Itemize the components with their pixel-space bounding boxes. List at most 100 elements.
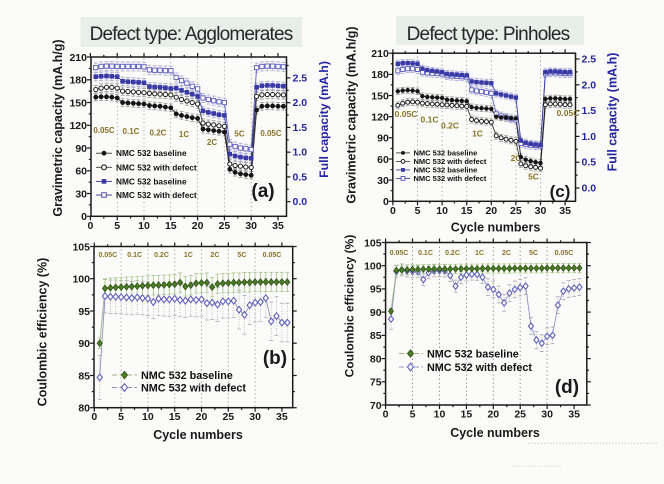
svg-text:5: 5 (114, 220, 120, 232)
svg-text:Gravimetric capacity (mA.h/g): Gravimetric capacity (mA.h/g) (345, 26, 359, 203)
svg-text:1.0: 1.0 (293, 147, 308, 159)
svg-text:15: 15 (461, 409, 473, 421)
svg-text:0: 0 (390, 205, 396, 217)
svg-text:NMC 532 with defect: NMC 532 with defect (116, 190, 197, 200)
svg-text:0.1C: 0.1C (421, 115, 439, 125)
svg-text:0.05C: 0.05C (93, 126, 115, 135)
svg-text:25: 25 (222, 411, 234, 423)
svg-text:20: 20 (487, 409, 499, 421)
svg-text:5C: 5C (237, 252, 246, 259)
svg-text:2.5: 2.5 (582, 54, 597, 66)
svg-text:NMC 532 baseline: NMC 532 baseline (427, 348, 519, 360)
svg-text:0.05C: 0.05C (557, 108, 580, 118)
svg-text:0.05C: 0.05C (395, 109, 418, 119)
svg-text:60: 60 (377, 154, 389, 166)
svg-text:120: 120 (69, 120, 87, 132)
svg-text:15: 15 (165, 220, 177, 232)
svg-text:35: 35 (559, 205, 571, 217)
svg-text:210: 210 (371, 48, 389, 60)
svg-text:30: 30 (245, 220, 257, 232)
svg-text:NMC 532 baseline: NMC 532 baseline (116, 176, 187, 186)
svg-text:0.05C: 0.05C (263, 252, 282, 259)
svg-text:2C: 2C (207, 138, 217, 147)
svg-text:0: 0 (87, 220, 93, 232)
svg-text:Gravimetric capacity (mA.h/g): Gravimetric capacity (mA.h/g) (51, 39, 65, 216)
svg-text:20: 20 (485, 205, 497, 217)
svg-text:1C: 1C (472, 129, 483, 139)
svg-text:30: 30 (541, 409, 553, 421)
svg-text:25: 25 (510, 205, 522, 217)
svg-text:NMC 532 baseline: NMC 532 baseline (116, 148, 187, 158)
svg-text:105: 105 (72, 241, 90, 253)
svg-text:1C: 1C (184, 252, 193, 259)
svg-text:150: 150 (69, 97, 87, 109)
svg-text:2.5: 2.5 (293, 72, 308, 84)
svg-text:0.2C: 0.2C (150, 129, 167, 138)
svg-text:................: ................ (512, 459, 562, 469)
svg-text:2.0: 2.0 (582, 79, 597, 91)
svg-text:0.05C: 0.05C (555, 250, 574, 257)
svg-text:35: 35 (276, 411, 288, 423)
svg-text:30: 30 (75, 188, 87, 200)
svg-text:NMC 532 with defect: NMC 532 with defect (141, 382, 246, 394)
svg-text:105: 105 (364, 237, 382, 249)
svg-text:(b): (b) (263, 348, 287, 369)
svg-text:NMC 532 with defect: NMC 532 with defect (427, 362, 532, 374)
svg-text:30: 30 (535, 205, 547, 217)
svg-text:Defect type: Agglomerates: Defect type: Agglomerates (90, 24, 293, 45)
svg-text:NMC 532 with defect: NMC 532 with defect (414, 174, 487, 183)
svg-text:30: 30 (249, 411, 261, 423)
svg-text:1.0: 1.0 (582, 131, 597, 143)
svg-text:2C: 2C (210, 252, 219, 259)
svg-text:25: 25 (514, 409, 526, 421)
svg-text:0.2C: 0.2C (441, 121, 459, 131)
svg-text:0.05C: 0.05C (260, 129, 282, 138)
svg-text:70: 70 (370, 400, 382, 412)
svg-text:0: 0 (81, 211, 87, 223)
svg-text:0.0: 0.0 (293, 196, 308, 208)
svg-text:0.05C: 0.05C (99, 252, 118, 259)
svg-text:100: 100 (72, 274, 90, 286)
svg-text:NMC 532 baseline: NMC 532 baseline (414, 166, 478, 175)
svg-text:(d): (d) (555, 377, 579, 398)
svg-text:1.5: 1.5 (293, 122, 308, 134)
svg-text:5: 5 (118, 411, 124, 423)
svg-text:0: 0 (383, 196, 389, 208)
svg-text:1C: 1C (475, 250, 484, 257)
svg-text:35: 35 (568, 409, 580, 421)
svg-text:15: 15 (461, 205, 473, 217)
svg-text:85: 85 (78, 370, 90, 382)
svg-text:10: 10 (138, 220, 150, 232)
svg-text:..............................: ........................................… (528, 436, 658, 446)
svg-text:5C: 5C (528, 172, 539, 182)
svg-text:85: 85 (370, 330, 382, 342)
svg-text:Coulombic efficiency (%): Coulombic efficiency (%) (36, 258, 50, 407)
svg-text:10: 10 (142, 411, 154, 423)
svg-text:0.2C: 0.2C (445, 250, 460, 257)
svg-text:35: 35 (272, 220, 284, 232)
svg-text:180: 180 (371, 69, 389, 81)
svg-text:Coulombic efficiency (%): Coulombic efficiency (%) (343, 235, 357, 378)
svg-text:75: 75 (370, 377, 382, 389)
svg-text:0.1C: 0.1C (418, 250, 433, 257)
svg-text:2C: 2C (502, 250, 511, 257)
svg-text:2.0: 2.0 (293, 97, 308, 109)
svg-text:90: 90 (75, 143, 87, 155)
svg-text:10: 10 (434, 409, 446, 421)
svg-text:90: 90 (78, 338, 90, 350)
svg-text:90: 90 (370, 307, 382, 319)
svg-text:120: 120 (371, 112, 389, 124)
svg-text:95: 95 (78, 306, 90, 318)
svg-text:0.2C: 0.2C (154, 252, 169, 259)
svg-text:25: 25 (219, 220, 231, 232)
svg-text:NMC 532 with defect: NMC 532 with defect (116, 162, 197, 172)
svg-text:(a): (a) (251, 181, 274, 202)
svg-text:15: 15 (169, 411, 181, 423)
svg-text:0.5: 0.5 (582, 157, 597, 169)
svg-text:100: 100 (364, 261, 382, 273)
svg-text:0.1C: 0.1C (123, 127, 140, 136)
svg-text:180: 180 (69, 75, 87, 87)
svg-text:Full capacity (mA.h): Full capacity (mA.h) (606, 53, 620, 172)
svg-text:30: 30 (377, 175, 389, 187)
svg-text:5: 5 (415, 205, 421, 217)
